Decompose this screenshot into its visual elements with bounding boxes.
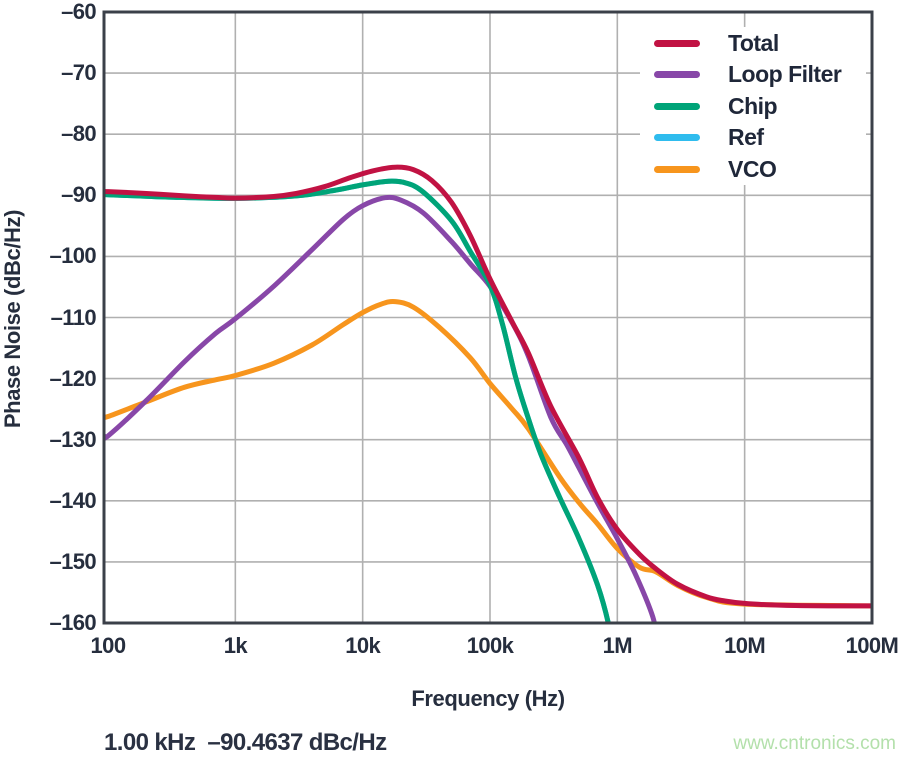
series-vco [104, 298, 872, 609]
legend-label: Total [728, 29, 779, 56]
legend-swatch-ref [654, 134, 700, 141]
series-total [104, 164, 872, 609]
legend-item-total: Total [640, 30, 866, 56]
legend-item-loop-filter: Loop Filter [640, 61, 866, 88]
series-ref [104, 178, 611, 623]
x-tick-100k: 100k [466, 633, 514, 658]
legend-swatch-vco [654, 165, 700, 173]
x-tick-10M: 10M [724, 633, 766, 658]
x-tick-1k: 1k [223, 633, 248, 658]
y-tick--110: –110 [50, 304, 97, 330]
legend-label: Loop Filter [728, 61, 842, 87]
marker-readout: 1.00 kHz –90.4637 dBc/Hz [104, 729, 387, 756]
y-tick--100: –100 [49, 243, 96, 269]
y-tick--150: –150 [49, 548, 96, 574]
y-tick--120: –120 [49, 365, 96, 391]
y-tick--140: –140 [49, 487, 96, 513]
series-loop-filter [104, 194, 657, 623]
legend-item-vco: VCO [640, 156, 866, 182]
y-tick--70: –70 [61, 60, 97, 86]
legend-swatch-chip [654, 102, 700, 110]
watermark-text: www.cntronics.com [733, 733, 896, 754]
legend: Total Loop Filter Chip Ref VCO [640, 27, 866, 185]
legend-label: Chip [728, 92, 778, 119]
legend-label: VCO [728, 155, 777, 182]
legend-label: Ref [728, 124, 764, 150]
legend-swatch-loop-filter [654, 71, 700, 78]
x-tick-1M: 1M [602, 633, 633, 658]
y-axis-title: Phase Noise (dBc/Hz) [0, 209, 25, 429]
y-tick--90: –90 [61, 182, 97, 208]
plot-frame [102, 10, 874, 625]
legend-swatch-total [654, 39, 700, 47]
x-tick-100M: 100M [845, 633, 899, 658]
y-tick--130: –130 [49, 426, 96, 452]
legend-item-chip: Chip [640, 93, 866, 119]
y-tick--80: –80 [61, 121, 97, 147]
x-axis-title: Frequency (Hz) [411, 686, 565, 711]
x-tick-100: 100 [90, 633, 127, 658]
y-tick--60: –60 [61, 0, 97, 24]
y-tick--160: –160 [49, 610, 96, 635]
series-chip [104, 178, 611, 623]
x-tick-10k: 10k [345, 633, 381, 658]
legend-item-ref: Ref [640, 124, 866, 151]
